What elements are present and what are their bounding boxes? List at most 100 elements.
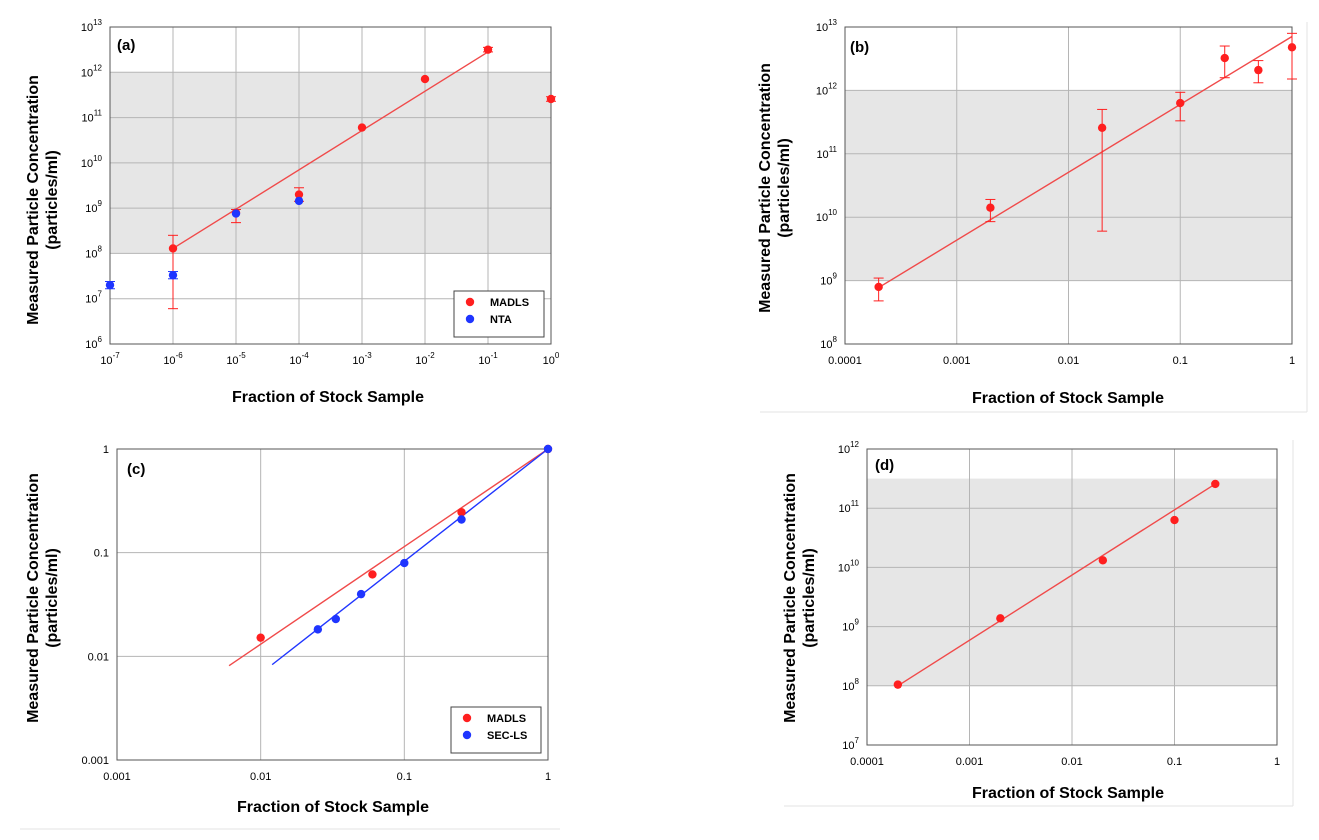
- panel-b-xlabel: Fraction of Stock Sample: [972, 390, 1164, 407]
- x-tick-label: 10-4: [289, 351, 309, 367]
- x-tick-label: 0.0001: [828, 355, 862, 367]
- panel-a-ylabel-line1: Measured Particle Concentration: [25, 75, 42, 325]
- point-sec-ls: [331, 614, 341, 624]
- panel-b-label: (b): [850, 39, 869, 56]
- x-tick-label: 100: [543, 351, 560, 367]
- x-tick-label: 10-5: [226, 351, 246, 367]
- y-tick-label: 1013: [81, 18, 103, 34]
- point-sec-ls: [457, 515, 466, 524]
- point-madls: [1211, 479, 1220, 489]
- panel-c-ylabel-line1: Measured Particle Concentration: [25, 473, 42, 723]
- plot-c-fit-line: [271, 448, 549, 666]
- plot-c-frame: [116, 448, 549, 761]
- y-tick-label: 1010: [816, 208, 838, 224]
- plot-a-legend: MADLS NTA: [453, 290, 545, 338]
- x-tick-label: 0.0001: [850, 756, 884, 768]
- x-tick-label: 10-2: [415, 351, 435, 367]
- point-sec-ls: [313, 625, 323, 634]
- y-tick-label: 109: [85, 199, 102, 215]
- plot-a: 10-7 10-6 10-5 10-4 10-3 10-2 10-1 100 106 107 108…: [81, 18, 560, 367]
- point-madls: [986, 203, 995, 212]
- y-tick-label: 1011: [838, 499, 859, 515]
- x-tick-label: 0.1: [397, 771, 412, 783]
- point-madls: [368, 570, 377, 579]
- x-tick-label: 0.001: [956, 756, 984, 768]
- point-nta: [105, 280, 115, 290]
- point-madls: [1098, 556, 1108, 565]
- y-tick-label: 1010: [838, 558, 860, 574]
- plot-c: 0.001 0.01 0.1 1 0.001 0.01 0.1 1 MADLS SEC-LS: [81, 444, 553, 783]
- point-madls: [1254, 65, 1263, 75]
- legend-label: MADLS: [490, 297, 529, 309]
- y-tick-label: 0.001: [81, 755, 109, 767]
- point-madls: [168, 244, 178, 253]
- panel-a-ylabel-line2: (particles/ml): [44, 150, 61, 250]
- y-tick-label: 1011: [81, 109, 102, 125]
- y-tick-label: 1011: [816, 145, 837, 161]
- x-tick-label: 0.01: [250, 771, 271, 783]
- plot-b-frame: [844, 26, 1293, 345]
- legend-label: MADLS: [487, 713, 526, 725]
- point-madls: [256, 633, 265, 642]
- plot-d-frame: [866, 448, 1278, 746]
- point-madls: [893, 680, 903, 689]
- x-tick-label: 10-1: [478, 351, 498, 367]
- plots-layer: 10-7 10-6 10-5 10-4 10-3 10-2 10-1 100 106 107 108…: [81, 18, 1297, 783]
- point-madls: [357, 123, 367, 132]
- panel-frames: [20, 22, 1308, 830]
- point-nta: [294, 196, 304, 206]
- point-madls: [1287, 43, 1297, 52]
- panel-d-xlabel: Fraction of Stock Sample: [972, 785, 1164, 802]
- point-madls: [996, 614, 1005, 623]
- legend-marker: [465, 314, 475, 324]
- x-tick-label: 0.1: [1167, 756, 1182, 768]
- legend-marker: [462, 713, 472, 723]
- point-madls: [457, 508, 466, 517]
- x-tick-label: 10-6: [163, 351, 183, 367]
- legend-marker: [465, 297, 475, 307]
- point-madls: [546, 94, 556, 104]
- y-tick-label: 108: [85, 244, 102, 260]
- y-tick-label: 1013: [816, 18, 838, 34]
- y-tick-label: 109: [842, 618, 859, 634]
- panel-d-label: (d): [875, 457, 894, 474]
- point-sec-ls: [356, 589, 366, 599]
- point-madls: [1220, 53, 1229, 63]
- legend-marker: [462, 730, 472, 740]
- point-sec-ls: [400, 558, 409, 568]
- x-tick-label: 1: [1289, 355, 1295, 367]
- x-tick-label: 0.01: [1058, 355, 1079, 367]
- panel-d-ylabel-line1: Measured Particle Concentration: [782, 473, 799, 723]
- point-nta: [231, 209, 241, 218]
- panel-a-xlabel: Fraction of Stock Sample: [232, 389, 424, 406]
- y-tick-label: 1012: [816, 81, 838, 97]
- point-madls: [483, 45, 493, 54]
- x-tick-label: 0.001: [103, 771, 131, 783]
- point-madls: [1170, 515, 1179, 525]
- point-madls: [1097, 123, 1107, 133]
- plot-a-frame: [109, 26, 552, 345]
- point-nta: [168, 270, 178, 280]
- panel-b-ylabel-line1: Measured Particle Concentration: [757, 63, 774, 313]
- y-tick-label: 1010: [81, 154, 103, 170]
- panel-d-ylabel-line2: (particles/ml): [801, 548, 818, 648]
- y-tick-label: 1012: [81, 63, 103, 79]
- point-madls: [294, 190, 304, 199]
- y-tick-label: 107: [85, 290, 102, 306]
- y-tick-label: 0.01: [88, 651, 109, 663]
- y-tick-label: 108: [820, 335, 837, 351]
- y-tick-label: 106: [85, 335, 102, 351]
- y-tick-label: 0.1: [94, 548, 109, 560]
- y-tick-label: 108: [842, 677, 859, 693]
- panel-c: Measured Particle Concentration (particl…: [25, 461, 429, 816]
- legend-label: NTA: [490, 314, 512, 326]
- x-tick-label: 1: [545, 771, 551, 783]
- panel-c-label: (c): [127, 461, 145, 478]
- plot-d-fit-line: [897, 483, 1216, 687]
- plot-a-fit-line: [172, 51, 489, 250]
- panel-a: Measured Particle Concentration (particl…: [25, 37, 424, 406]
- panel-c-xlabel: Fraction of Stock Sample: [237, 799, 429, 816]
- plot-c-legend: MADLS SEC-LS: [450, 706, 542, 754]
- panel-d: Measured Particle Concentration (particl…: [782, 457, 1164, 802]
